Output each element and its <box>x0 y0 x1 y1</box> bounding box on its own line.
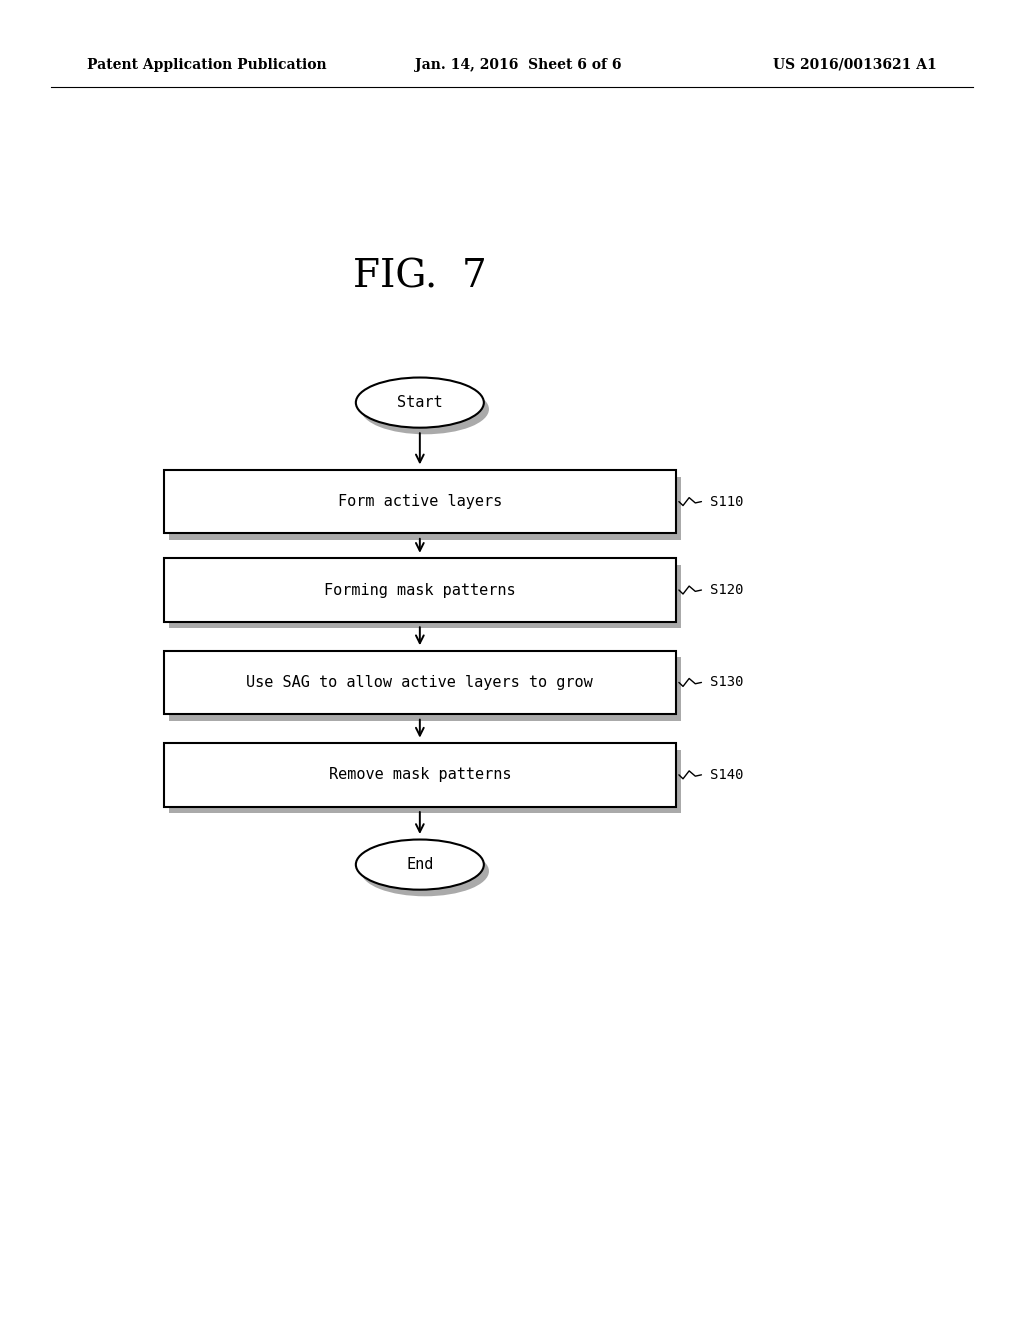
Text: Start: Start <box>397 395 442 411</box>
FancyBboxPatch shape <box>169 750 681 813</box>
FancyBboxPatch shape <box>164 743 676 807</box>
Text: S120: S120 <box>710 583 743 597</box>
Text: End: End <box>407 857 433 873</box>
FancyBboxPatch shape <box>164 470 676 533</box>
FancyBboxPatch shape <box>169 565 681 628</box>
Ellipse shape <box>360 384 489 434</box>
FancyBboxPatch shape <box>164 558 676 622</box>
Text: US 2016/0013621 A1: US 2016/0013621 A1 <box>773 58 937 71</box>
Text: FIG.  7: FIG. 7 <box>353 259 486 296</box>
Text: S110: S110 <box>710 495 743 508</box>
Text: S140: S140 <box>710 768 743 781</box>
Text: Patent Application Publication: Patent Application Publication <box>87 58 327 71</box>
Text: Forming mask patterns: Forming mask patterns <box>324 582 516 598</box>
FancyBboxPatch shape <box>169 657 681 721</box>
FancyBboxPatch shape <box>164 651 676 714</box>
Ellipse shape <box>360 846 489 896</box>
Ellipse shape <box>355 840 483 890</box>
Text: Form active layers: Form active layers <box>338 494 502 510</box>
Text: S130: S130 <box>710 676 743 689</box>
Text: Jan. 14, 2016  Sheet 6 of 6: Jan. 14, 2016 Sheet 6 of 6 <box>415 58 622 71</box>
FancyBboxPatch shape <box>169 477 681 540</box>
Ellipse shape <box>355 378 483 428</box>
Text: Use SAG to allow active layers to grow: Use SAG to allow active layers to grow <box>247 675 593 690</box>
Text: Remove mask patterns: Remove mask patterns <box>329 767 511 783</box>
